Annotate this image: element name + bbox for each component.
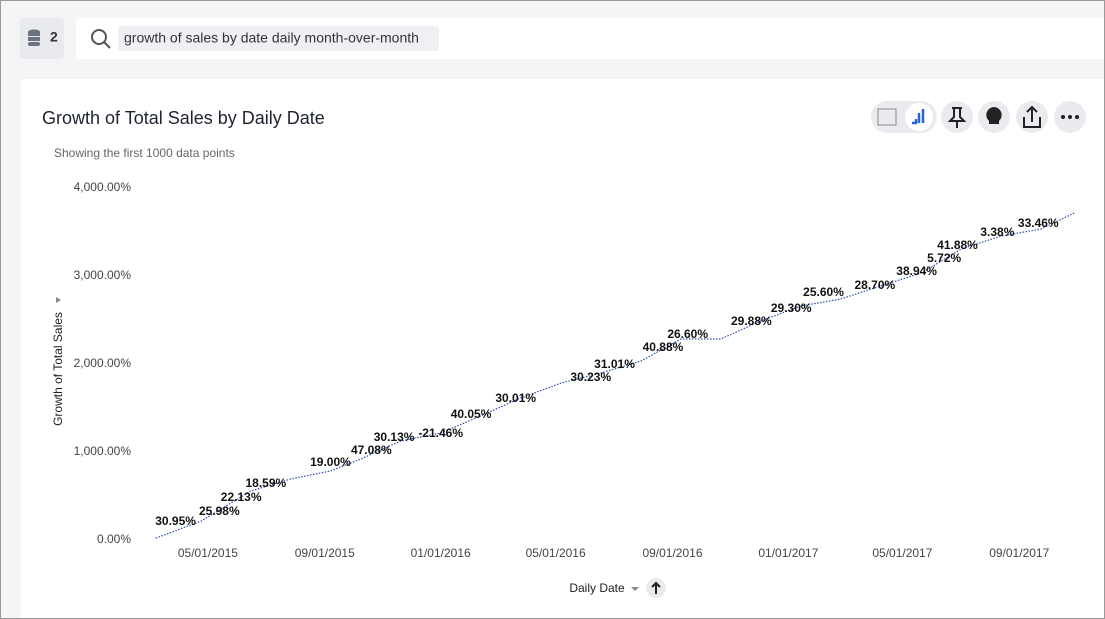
data-label: 22.13% — [221, 490, 262, 504]
sort-icon — [651, 581, 661, 594]
y-axis-label[interactable]: Growth of Total Sales — [51, 312, 65, 426]
y-tick-label: 1,000.00% — [74, 444, 132, 458]
x-tick-label: 05/01/2017 — [872, 546, 932, 560]
x-tick-label: 05/01/2016 — [526, 546, 586, 560]
x-tick-label: 01/01/2016 — [411, 546, 471, 560]
data-label: 30.01% — [495, 391, 536, 405]
data-label: 25.60% — [803, 285, 844, 299]
data-label: 41.88% — [937, 238, 978, 252]
search-query[interactable]: growth of sales by date daily month-over… — [124, 30, 419, 46]
data-label: 3.38% — [980, 225, 1014, 239]
table-icon[interactable] — [877, 108, 897, 126]
data-label: 28.70% — [854, 278, 895, 292]
x-axis-menu[interactable] — [631, 587, 639, 591]
data-label: 30.23% — [570, 370, 611, 384]
search-icon — [91, 29, 111, 49]
x-tick-label: 09/01/2017 — [989, 546, 1049, 560]
data-label: -21.46% — [418, 426, 463, 440]
data-label: 30.13% — [374, 430, 415, 444]
chart-title: Growth of Total Sales by Daily Date — [42, 108, 325, 128]
source-count: 2 — [50, 29, 58, 45]
data-label: 25.98% — [199, 504, 240, 518]
answer-card — [21, 79, 1104, 618]
data-line — [155, 212, 1075, 539]
x-tick-label: 01/01/2017 — [758, 546, 818, 560]
data-label: 5.72% — [927, 251, 961, 265]
pin-button[interactable] — [941, 101, 973, 133]
database-icon — [28, 29, 40, 46]
bulb-icon — [986, 107, 1002, 124]
x-axis-label[interactable]: Daily Date — [569, 581, 625, 595]
data-label: 30.95% — [155, 514, 196, 528]
data-label: 18.59% — [246, 476, 287, 490]
x-tick-label: 09/01/2016 — [642, 546, 702, 560]
data-label: 29.88% — [731, 314, 772, 328]
share-icon — [1023, 105, 1041, 128]
data-label: 33.46% — [1018, 216, 1059, 230]
x-tick-label: 09/01/2015 — [295, 546, 355, 560]
data-label: 29.30% — [771, 301, 812, 315]
data-label: 31.01% — [594, 357, 635, 371]
data-label: 26.60% — [667, 327, 708, 341]
data-label: 38.94% — [896, 264, 937, 278]
y-tick-label: 3,000.00% — [74, 268, 132, 282]
pin-icon — [947, 107, 967, 128]
more-icon — [1061, 115, 1079, 119]
chart-icon — [912, 109, 925, 125]
data-label: 19.00% — [310, 455, 351, 469]
search-token-bg — [118, 26, 439, 51]
data-label: 40.05% — [451, 407, 492, 421]
data-label: 47.08% — [351, 443, 392, 457]
y-tick-label: 4,000.00% — [74, 180, 132, 194]
data-source-button[interactable] — [20, 18, 64, 59]
y-tick-label: 0.00% — [97, 532, 131, 546]
data-label: 40.88% — [643, 340, 684, 354]
y-axis-menu[interactable] — [56, 297, 61, 303]
chart-subtitle: Showing the first 1000 data points — [54, 146, 235, 160]
x-tick-label: 05/01/2015 — [178, 546, 238, 560]
y-tick-label: 2,000.00% — [74, 356, 132, 370]
